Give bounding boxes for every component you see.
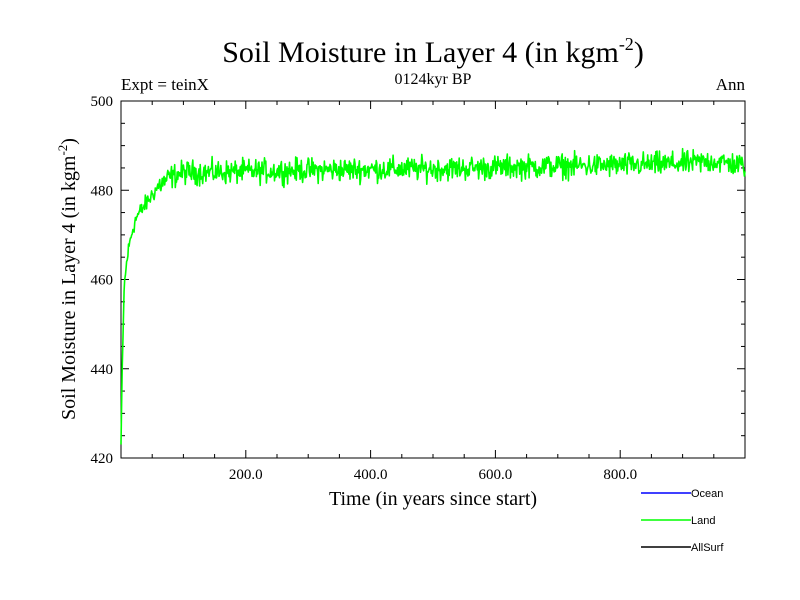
legend: Ocean Land AllSurf	[641, 488, 724, 554]
expt-label: Expt = teinX	[121, 75, 209, 94]
y-tick-label: 480	[91, 183, 114, 199]
y-tick-label: 420	[91, 451, 114, 467]
x-tick-label: 400.0	[354, 467, 388, 483]
x-axis-label: Time (in years since start)	[329, 488, 537, 510]
y-tick-label: 460	[91, 273, 114, 289]
legend-label-ocean: Ocean	[691, 488, 723, 500]
x-tick-label: 200.0	[229, 467, 263, 483]
axis-tick-labels: 420 440 460 480 500 200.0 400.0 600.0 800.0	[91, 94, 638, 483]
x-tick-label: 800.0	[603, 467, 637, 483]
x-tick-label: 600.0	[479, 467, 513, 483]
y-tick-label: 440	[91, 362, 114, 378]
series-land-line	[120, 147, 746, 445]
chart-title: Soil Moisture in Layer 4 (in kgm-2)	[222, 34, 644, 69]
season-label: Ann	[716, 75, 746, 94]
legend-label-allsurf: AllSurf	[691, 542, 724, 554]
chart-subtitle: 0124kyr BP	[395, 71, 472, 88]
y-axis-label: Soil Moisture in Layer 4 (in kgm-2)	[55, 138, 80, 420]
y-tick-label: 500	[91, 94, 114, 110]
legend-label-land: Land	[691, 515, 715, 527]
